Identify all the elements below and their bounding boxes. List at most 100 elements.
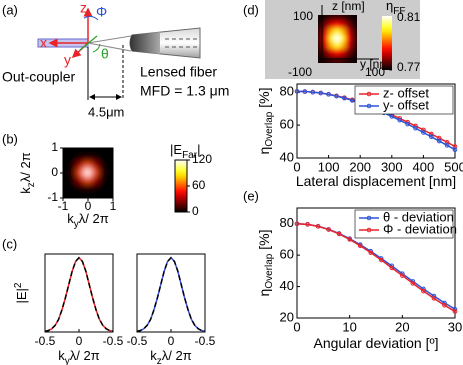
y-tick-label: 80 (280, 215, 294, 230)
heatmap-cell (350, 41, 357, 50)
y-axis-label-part: η (256, 289, 272, 297)
y-tick-label: -1 (47, 190, 58, 204)
heatmap-cell (334, 35, 341, 43)
marker (318, 90, 324, 96)
marker (421, 130, 426, 135)
heatmap-cell (318, 21, 325, 30)
heatmap-cell (83, 148, 93, 156)
panel-label: (c) (2, 236, 17, 251)
heatmap-cell (76, 161, 85, 170)
marker (326, 227, 331, 232)
x-axis-label: Lateral displacement [nm] (296, 173, 456, 189)
y-tick-label: 20 (280, 309, 294, 324)
x-axis-label-part: λ/ 2π (162, 348, 192, 363)
marker (452, 309, 458, 314)
heatmap-cell (105, 176, 113, 185)
colorbar-label: |EFar| (170, 142, 200, 160)
heatmap-cell (63, 154, 71, 163)
y-tick-label: 80 (280, 84, 294, 99)
heatmap-cell (76, 190, 85, 198)
heatmap-cell (76, 148, 85, 156)
y-axis-label-part: η (256, 147, 272, 155)
x-tick-label: 200 (349, 159, 371, 174)
x-axis-label-part: z (157, 356, 162, 365)
y-axis-label: ηOverlap [%] (256, 88, 275, 155)
colorbar-tick-label: 0.81 (397, 10, 421, 24)
heatmap-cell (63, 190, 71, 198)
colorbar-label-part: |E (170, 142, 182, 157)
diagram-label: MFD = 1.3 μm (140, 83, 229, 99)
heatmap-cell (345, 21, 352, 30)
heatmap-cell (91, 168, 100, 178)
heatmap-cell (105, 183, 113, 192)
heatmap-cell (91, 183, 100, 192)
heatmap-cell (91, 161, 100, 170)
angle-label: Φ (96, 4, 107, 20)
colorbar-label: ηFF (386, 0, 405, 17)
marker (334, 93, 339, 99)
x-axis-label-part: k (58, 348, 65, 363)
heatmap-cell (98, 176, 107, 185)
marker (347, 237, 352, 242)
y-tick-label: 40 (280, 278, 294, 293)
x-axis-label-part: Angular deviation [º] (314, 335, 439, 351)
y-tick-label: 0 (51, 165, 58, 179)
marker (436, 135, 442, 141)
x-axis-label-part: λ/ 2π (79, 211, 109, 226)
x-tick-label: -0.5 (103, 334, 124, 348)
heatmap-cell (69, 168, 78, 178)
heatmap-cell (328, 21, 336, 30)
heatmap-cell (323, 48, 330, 57)
diagram-label: Lensed fiber (140, 64, 217, 80)
heatmap-cell (328, 35, 336, 43)
x-axis-label-part: k (67, 211, 74, 226)
y-axis-label-part: 2 (13, 282, 24, 288)
heatmap-cell (98, 148, 107, 156)
heatmap-cell (91, 148, 100, 156)
marker (310, 89, 316, 95)
heatmap (63, 148, 113, 198)
heatmap (318, 15, 357, 63)
heatmap-cell (318, 15, 325, 23)
marker (389, 114, 395, 119)
x-axis-label: kyλ/ 2π (67, 211, 108, 229)
colorbar-label-part: η (386, 0, 393, 13)
marker (315, 224, 321, 229)
heatmap-cell (98, 190, 107, 198)
marker (294, 89, 300, 94)
heatmap-cell (83, 161, 93, 170)
heatmap-cell (334, 21, 341, 30)
heatmap-cell (63, 161, 71, 170)
y-tick-label: 1 (51, 140, 58, 154)
heatmap-cell (63, 183, 71, 192)
theta-arc (92, 43, 101, 53)
x-tick-label: 0 (76, 334, 83, 348)
colorbar-tick-label: 0.77 (397, 60, 421, 74)
y-axis-label: ηOverlap [%] (256, 230, 275, 297)
heatmap-cell (339, 41, 347, 50)
marker (294, 221, 300, 227)
y-tick-label: 60 (280, 117, 294, 132)
colorbar-label-part: Far (182, 150, 198, 161)
marker (336, 231, 342, 237)
heatmap-cell (105, 190, 113, 198)
y-tick-label: 60 (280, 247, 294, 262)
marker (302, 89, 308, 94)
heatmap-cell (98, 154, 107, 163)
frame (44, 253, 114, 333)
heatmap-cell (323, 35, 330, 43)
heatmap-cell (105, 161, 113, 170)
x-axis-label-part: k (150, 348, 157, 363)
marker (431, 296, 437, 301)
marker (389, 265, 395, 271)
fiber-tip (130, 32, 160, 54)
x-axis-label-part: y (65, 356, 70, 365)
marker (436, 138, 442, 144)
heatmap-cell (339, 48, 347, 57)
colorbar-tick-label: 0 (192, 204, 199, 218)
fiber-core (165, 38, 200, 48)
x-axis-label-part: Lateral displacement [nm] (296, 173, 456, 189)
heatmap-cell (339, 21, 347, 30)
heatmap-cell (318, 48, 325, 57)
